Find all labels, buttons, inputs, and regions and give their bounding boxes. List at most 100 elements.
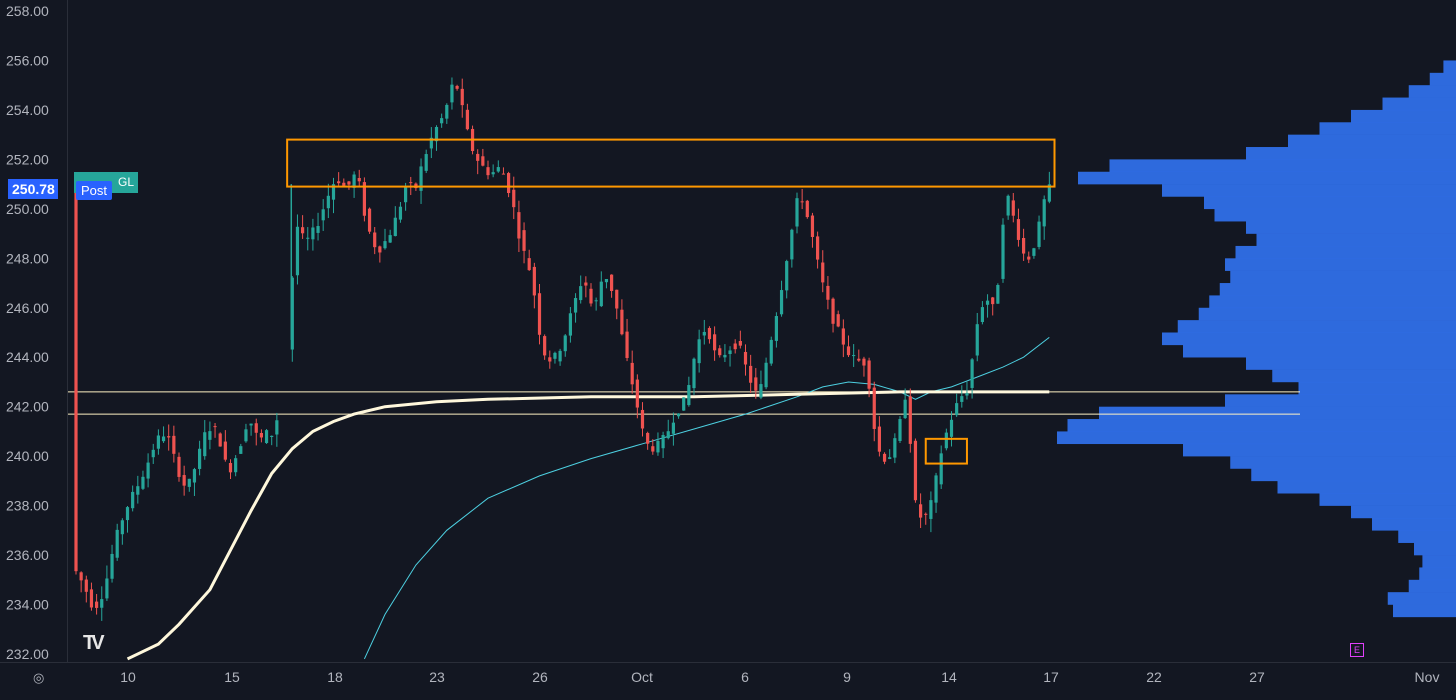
candle-body [651,446,654,451]
volume-profile-bar [1422,555,1456,568]
candle-body [198,449,201,469]
candle-body [868,361,871,389]
volume-profile-bar [1246,147,1456,160]
x-tick-label: 6 [741,669,749,685]
candle-body [141,477,144,489]
candle-body [996,285,999,304]
candle-body [213,426,216,427]
candle-body [229,463,232,472]
volume-profile-bar [1272,370,1456,383]
gear-icon[interactable]: ◎ [33,670,44,686]
candle-body [147,463,150,479]
candle-body [816,236,819,259]
candle-body [646,433,649,444]
last-price-label: 250.78 [8,179,58,199]
candle-body [476,154,479,161]
volume-profile-bar [1209,295,1456,308]
x-tick-label: 22 [1146,669,1162,685]
candle-body [801,201,804,202]
candle-body [821,263,824,283]
candle-body [857,359,860,361]
candle-body [672,423,675,434]
x-tick-label: 18 [327,669,343,685]
candle-body [126,507,129,520]
candle-body [584,283,587,286]
candle-body [492,172,495,174]
candle-body [512,190,515,207]
candle-body [522,230,525,251]
candle-body [193,469,196,482]
y-tick-label: 236.00 [6,547,49,563]
candle-body [219,433,222,446]
candle-body [878,427,881,452]
candle-body [188,479,191,487]
y-tick-label: 248.00 [6,250,49,266]
candle-body [1043,199,1046,226]
candle-body [852,355,855,356]
candle-body [1027,257,1030,260]
candle-body [466,110,469,129]
earnings-marker[interactable]: E [1350,643,1364,657]
candle-body [559,351,562,362]
tradingview-logo[interactable]: TV [83,632,101,655]
candle-body [847,346,850,355]
candle-body [955,403,958,415]
candle-body [940,453,943,484]
candle-body [311,227,314,239]
candle-body [157,435,160,448]
candle-body [533,267,536,296]
candle-body [625,332,628,358]
candle-body [837,314,840,326]
x-tick-label: Nov [1415,669,1440,685]
y-tick-label: 240.00 [6,448,49,464]
candle-body [579,286,582,300]
candle-body [183,475,186,486]
candle-body [136,486,139,495]
candle-body [759,384,762,398]
volume-profile-bar [1383,98,1456,111]
candle-body [1001,225,1004,279]
candle-body [409,182,412,183]
candle-body [445,105,448,119]
candle-body [806,201,809,217]
x-tick-label: 26 [532,669,548,685]
candle-body [203,432,206,456]
candle-body [208,431,211,440]
x-tick-label: 17 [1043,669,1059,685]
x-tick-label: 23 [429,669,445,685]
candle-body [677,413,680,416]
volume-profile-bar [1372,518,1456,531]
candle-body [373,232,376,247]
candle-body [74,189,77,571]
candle-body [981,307,984,322]
candle-body [589,289,592,304]
candle-body [394,218,397,236]
candle-body [548,357,551,361]
candle-body [873,388,876,429]
moving-average-line [364,337,1049,659]
candle-body [811,216,814,237]
candle-body [224,442,227,460]
y-tick-label: 252.00 [6,151,49,167]
volume-profile-bar [1251,469,1456,482]
candle-body [929,500,932,519]
candle-body [1037,222,1040,247]
volume-profile-bar [1236,246,1456,259]
candle-body [244,429,247,441]
candle-body [275,420,278,434]
candle-body [914,441,917,500]
candle-body [481,156,484,165]
candle-body [965,393,968,395]
volume-profile-bar [1183,444,1456,457]
volume-profile-bar [1246,357,1456,370]
candle-body [708,328,711,339]
candle-body [543,336,546,355]
candle-body [250,424,253,426]
session-label: Post [76,181,112,200]
candle-body [1022,238,1025,254]
candle-body [883,454,886,462]
y-tick-label: 258.00 [6,3,49,19]
volume-profile-bar [1257,234,1456,247]
